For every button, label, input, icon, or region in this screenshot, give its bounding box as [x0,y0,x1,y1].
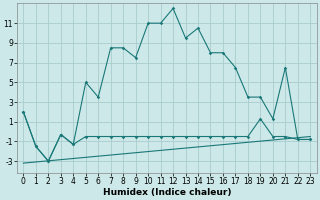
X-axis label: Humidex (Indice chaleur): Humidex (Indice chaleur) [103,188,231,197]
